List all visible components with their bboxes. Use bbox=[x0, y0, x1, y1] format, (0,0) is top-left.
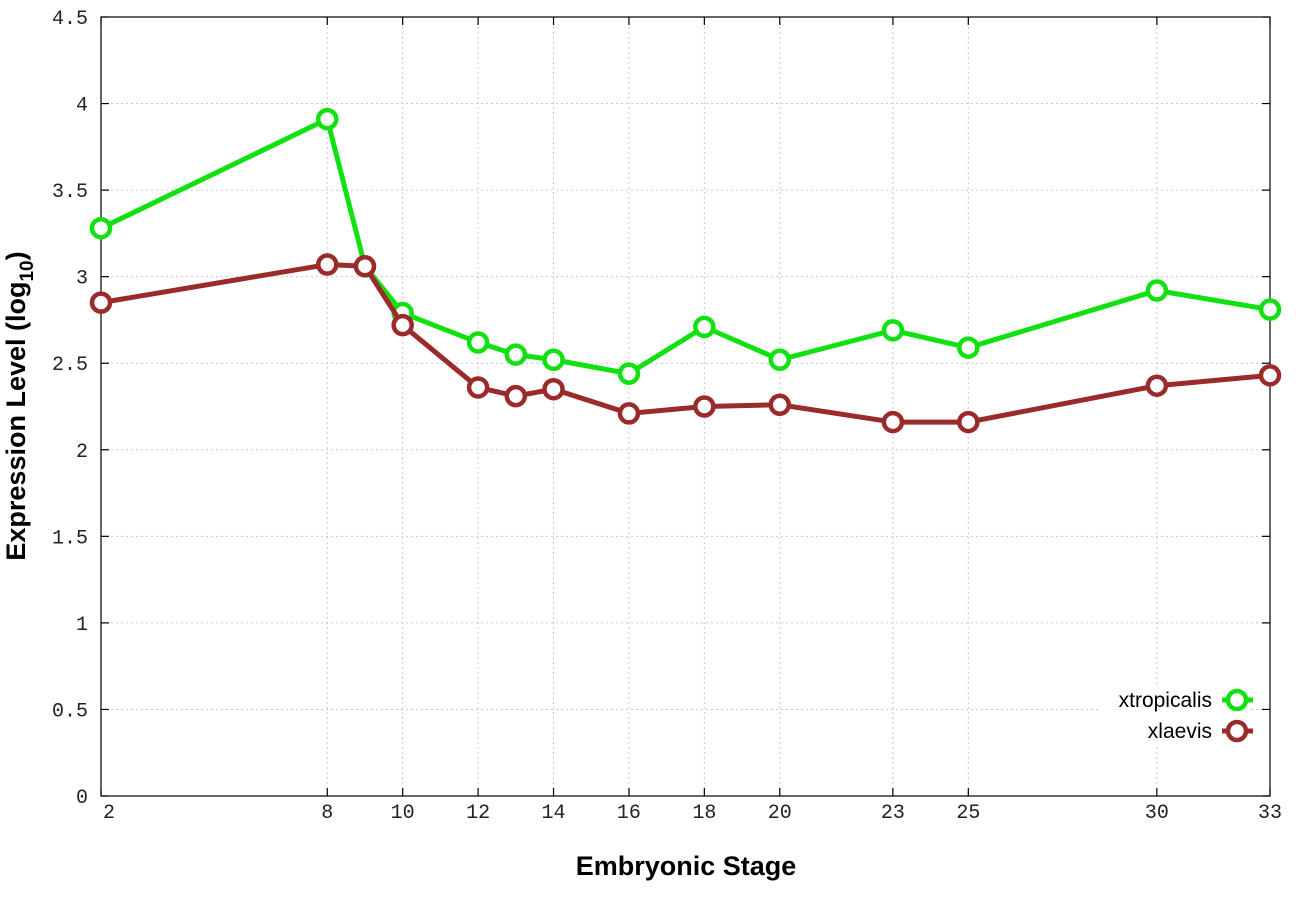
data-point bbox=[89, 291, 113, 314]
data-point bbox=[353, 255, 377, 278]
legend-item: xlaevis bbox=[1098, 717, 1253, 745]
data-point bbox=[542, 377, 565, 401]
data-point bbox=[617, 362, 641, 385]
data-point bbox=[617, 402, 641, 425]
data-point bbox=[768, 348, 792, 372]
legend-label: xlaevis bbox=[1148, 720, 1212, 743]
x-tick-label: 14 bbox=[542, 802, 566, 825]
data-point bbox=[504, 384, 528, 408]
y-tick-label: 4 bbox=[76, 95, 88, 118]
y-tick-label: 1 bbox=[76, 614, 88, 637]
data-point bbox=[1258, 298, 1282, 321]
data-point bbox=[957, 410, 980, 434]
x-tick-label: 12 bbox=[466, 802, 490, 825]
x-tick-label: 2 bbox=[103, 802, 115, 825]
y-tick-label: 1.5 bbox=[52, 527, 88, 550]
data-point bbox=[89, 216, 113, 240]
data-point bbox=[1258, 364, 1282, 387]
y-tick-label: 2 bbox=[76, 441, 88, 464]
series-xlaevis bbox=[89, 253, 1282, 434]
y-tick-label: 4.5 bbox=[52, 8, 88, 31]
data-point bbox=[391, 313, 414, 337]
y-tick-label: 3.5 bbox=[52, 181, 88, 204]
data-point bbox=[504, 343, 528, 366]
x-tick-label: 33 bbox=[1258, 802, 1282, 825]
y-axis-title: Expression Level (log10) bbox=[1, 251, 38, 560]
y-tick-label: 0.5 bbox=[52, 700, 88, 723]
legend: xtropicalis xlaevis bbox=[1098, 686, 1253, 745]
data-point bbox=[1145, 279, 1169, 302]
series-line bbox=[99, 116, 1271, 377]
x-tick-label: 20 bbox=[768, 802, 792, 825]
x-tick-label: 25 bbox=[956, 802, 980, 825]
data-point bbox=[693, 395, 716, 418]
data-point bbox=[542, 348, 565, 372]
x-tick-label: 30 bbox=[1145, 802, 1169, 825]
x-tick-label: 18 bbox=[692, 802, 716, 825]
data-point bbox=[316, 253, 339, 276]
x-tick-label: 23 bbox=[881, 802, 905, 825]
series-group bbox=[89, 107, 1282, 434]
series-xtropicalis bbox=[89, 107, 1282, 385]
legend-label: xtropicalis bbox=[1119, 689, 1212, 712]
x-tick-label: 16 bbox=[617, 802, 641, 825]
data-point bbox=[881, 410, 905, 434]
legend-marker bbox=[1225, 688, 1249, 712]
data-point bbox=[693, 315, 716, 339]
data-point bbox=[768, 393, 792, 417]
data-point bbox=[316, 107, 339, 131]
series-line bbox=[100, 262, 1271, 425]
legend-item: xtropicalis bbox=[1098, 686, 1253, 714]
data-point bbox=[1145, 374, 1169, 397]
x-tick-label: 8 bbox=[321, 802, 333, 825]
plot-frame bbox=[100, 16, 1271, 797]
data-point bbox=[466, 331, 490, 354]
x-axis-title: Embryonic Stage bbox=[576, 851, 797, 881]
legend-marker bbox=[1225, 719, 1249, 743]
axis-ticks: 2 8 10 12 14 16 18 20 23 25 30 33 0 0.5 1 1.5 2 2.5 3 3.5 4 4… bbox=[52, 8, 1282, 825]
y-tick-label: 0 bbox=[76, 787, 88, 810]
data-point bbox=[466, 376, 490, 399]
data-point bbox=[957, 336, 980, 359]
data-point bbox=[881, 319, 905, 342]
x-tick-label: 10 bbox=[391, 802, 415, 825]
y-tick-label: 2.5 bbox=[52, 354, 88, 377]
y-tick-label: 3 bbox=[76, 268, 88, 291]
